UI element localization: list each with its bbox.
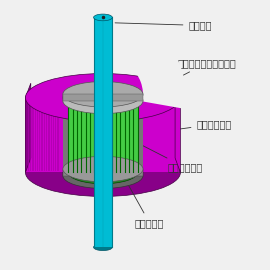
Polygon shape (25, 97, 180, 173)
Ellipse shape (25, 73, 180, 122)
Text: かご（エンドリング）: かご（エンドリング） (146, 58, 237, 95)
Text: ステータコア: ステータコア (178, 119, 232, 129)
Polygon shape (63, 94, 143, 101)
Ellipse shape (68, 161, 138, 184)
Polygon shape (68, 97, 138, 173)
Ellipse shape (63, 82, 143, 107)
Ellipse shape (25, 148, 180, 197)
Ellipse shape (63, 84, 143, 111)
Polygon shape (25, 83, 31, 173)
Ellipse shape (94, 244, 112, 251)
Ellipse shape (68, 86, 138, 109)
Polygon shape (175, 83, 180, 173)
Polygon shape (94, 18, 112, 247)
Ellipse shape (94, 14, 112, 21)
Polygon shape (63, 97, 143, 173)
Text: シャフト: シャフト (115, 21, 212, 31)
Ellipse shape (63, 163, 143, 188)
Polygon shape (63, 169, 143, 176)
Text: ロータコア: ロータコア (126, 180, 164, 228)
Ellipse shape (63, 159, 143, 186)
Wedge shape (130, 33, 186, 109)
Ellipse shape (63, 88, 143, 114)
Ellipse shape (63, 156, 143, 182)
Text: かご（バー）: かご（バー） (140, 144, 202, 172)
